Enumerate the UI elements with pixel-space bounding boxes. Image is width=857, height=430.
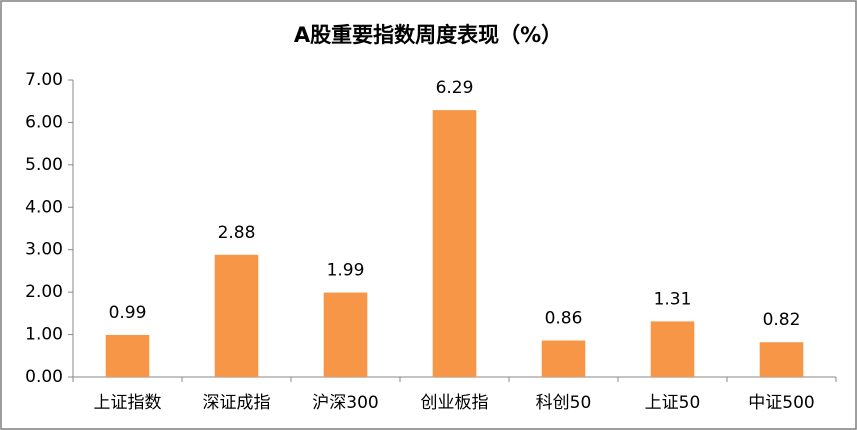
y-tick-label: 6.00 <box>25 112 63 132</box>
bar <box>759 342 804 377</box>
bar <box>214 254 259 377</box>
x-tick-label: 上证指数 <box>94 393 162 413</box>
x-tick-label: 沪深300 <box>312 393 378 413</box>
value-label: 1.99 <box>327 261 365 281</box>
value-label: 0.99 <box>109 303 147 323</box>
bar <box>323 292 368 377</box>
value-label: 0.86 <box>545 309 583 329</box>
x-tick-label: 科创50 <box>536 393 592 413</box>
value-label: 1.31 <box>654 289 692 309</box>
value-label: 6.29 <box>436 78 474 98</box>
bar <box>650 321 695 377</box>
y-tick-label: 2.00 <box>25 282 63 302</box>
value-label: 2.88 <box>218 223 256 243</box>
x-tick-label: 中证500 <box>748 393 814 413</box>
chart-title: A股重要指数周度表现（%） <box>294 23 562 47</box>
x-tick-label: 创业板指 <box>421 393 489 413</box>
bar <box>105 334 150 377</box>
value-label: 0.82 <box>763 310 801 330</box>
y-tick-label: 0.00 <box>25 367 63 387</box>
y-tick-label: 1.00 <box>25 325 63 345</box>
x-tick-label: 深证成指 <box>203 393 271 413</box>
y-tick-label: 5.00 <box>25 155 63 175</box>
x-tick-label: 上证50 <box>645 393 701 413</box>
bar <box>541 340 586 377</box>
bar <box>432 110 477 378</box>
y-tick-label: 7.00 <box>25 70 63 90</box>
y-tick-label: 4.00 <box>25 197 63 217</box>
y-tick-label: 3.00 <box>25 240 63 260</box>
